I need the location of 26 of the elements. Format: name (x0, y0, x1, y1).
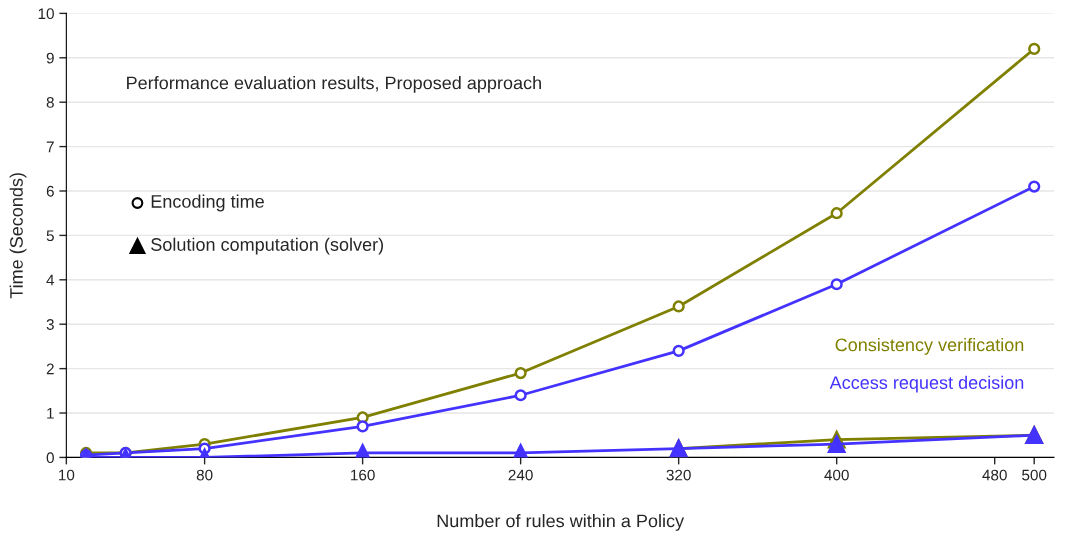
y-axis-title: Time (Seconds) (9, 173, 27, 299)
y-tick-label: 0 (46, 452, 54, 464)
y-tick-label: 7 (46, 141, 54, 153)
y-tick-label: 4 (46, 274, 55, 286)
y-tick-label: 6 (46, 185, 54, 197)
text: Access request decision (829, 375, 1024, 393)
y-tick-label: 1 (47, 408, 54, 419)
text: Performance evaluation results, Proposed approach (127, 76, 541, 93)
x-axis-title: Number of rules within a Policy (437, 514, 685, 531)
x-tick-label: 80 (196, 469, 213, 481)
y-tick-label: 10 (38, 8, 54, 20)
text: Consistency verification (835, 338, 1024, 355)
x-tick-label: 320 (666, 469, 691, 481)
x-tick-label: 400 (824, 469, 849, 481)
x-tick-label: 10 (59, 469, 75, 481)
y-tick-label: 5 (46, 230, 54, 242)
y-tick-label: 2 (46, 363, 54, 375)
y-tick-label: 9 (46, 52, 54, 64)
annotation: Encoding time (151, 194, 264, 212)
y-tick-label: 3 (46, 319, 54, 330)
x-tick-label: 160 (351, 469, 375, 481)
annotation: Solution computation (solver) (151, 237, 383, 255)
x-tick-label: 500 (1022, 469, 1047, 481)
x-tick-label: 480 (982, 469, 1007, 481)
x-tick-label: 240 (508, 469, 533, 481)
y-tick-label: 8 (46, 97, 54, 108)
